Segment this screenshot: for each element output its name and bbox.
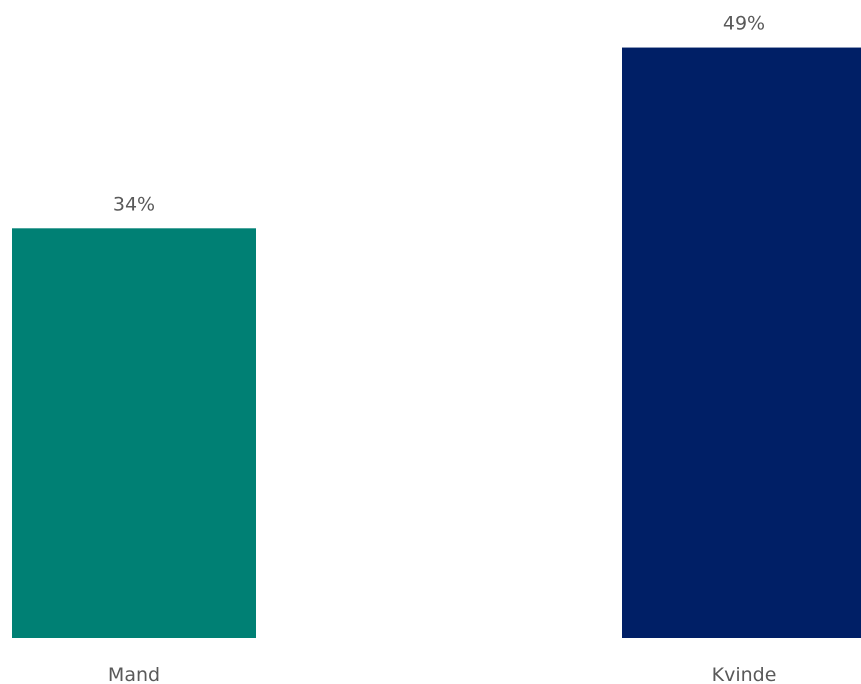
data-labels-group: 34% 49%	[113, 13, 765, 216]
data-label-mand: 34%	[113, 193, 155, 215]
bars-group	[12, 47, 861, 639]
category-label-mand: Mand	[108, 664, 160, 684]
data-label-kvinde: 49%	[723, 13, 765, 35]
bar-kvinde	[622, 47, 861, 639]
category-label-kvinde: Kvinde	[712, 664, 777, 684]
bar-mand	[12, 228, 256, 639]
category-labels-group: Mand Kvinde	[108, 664, 776, 684]
